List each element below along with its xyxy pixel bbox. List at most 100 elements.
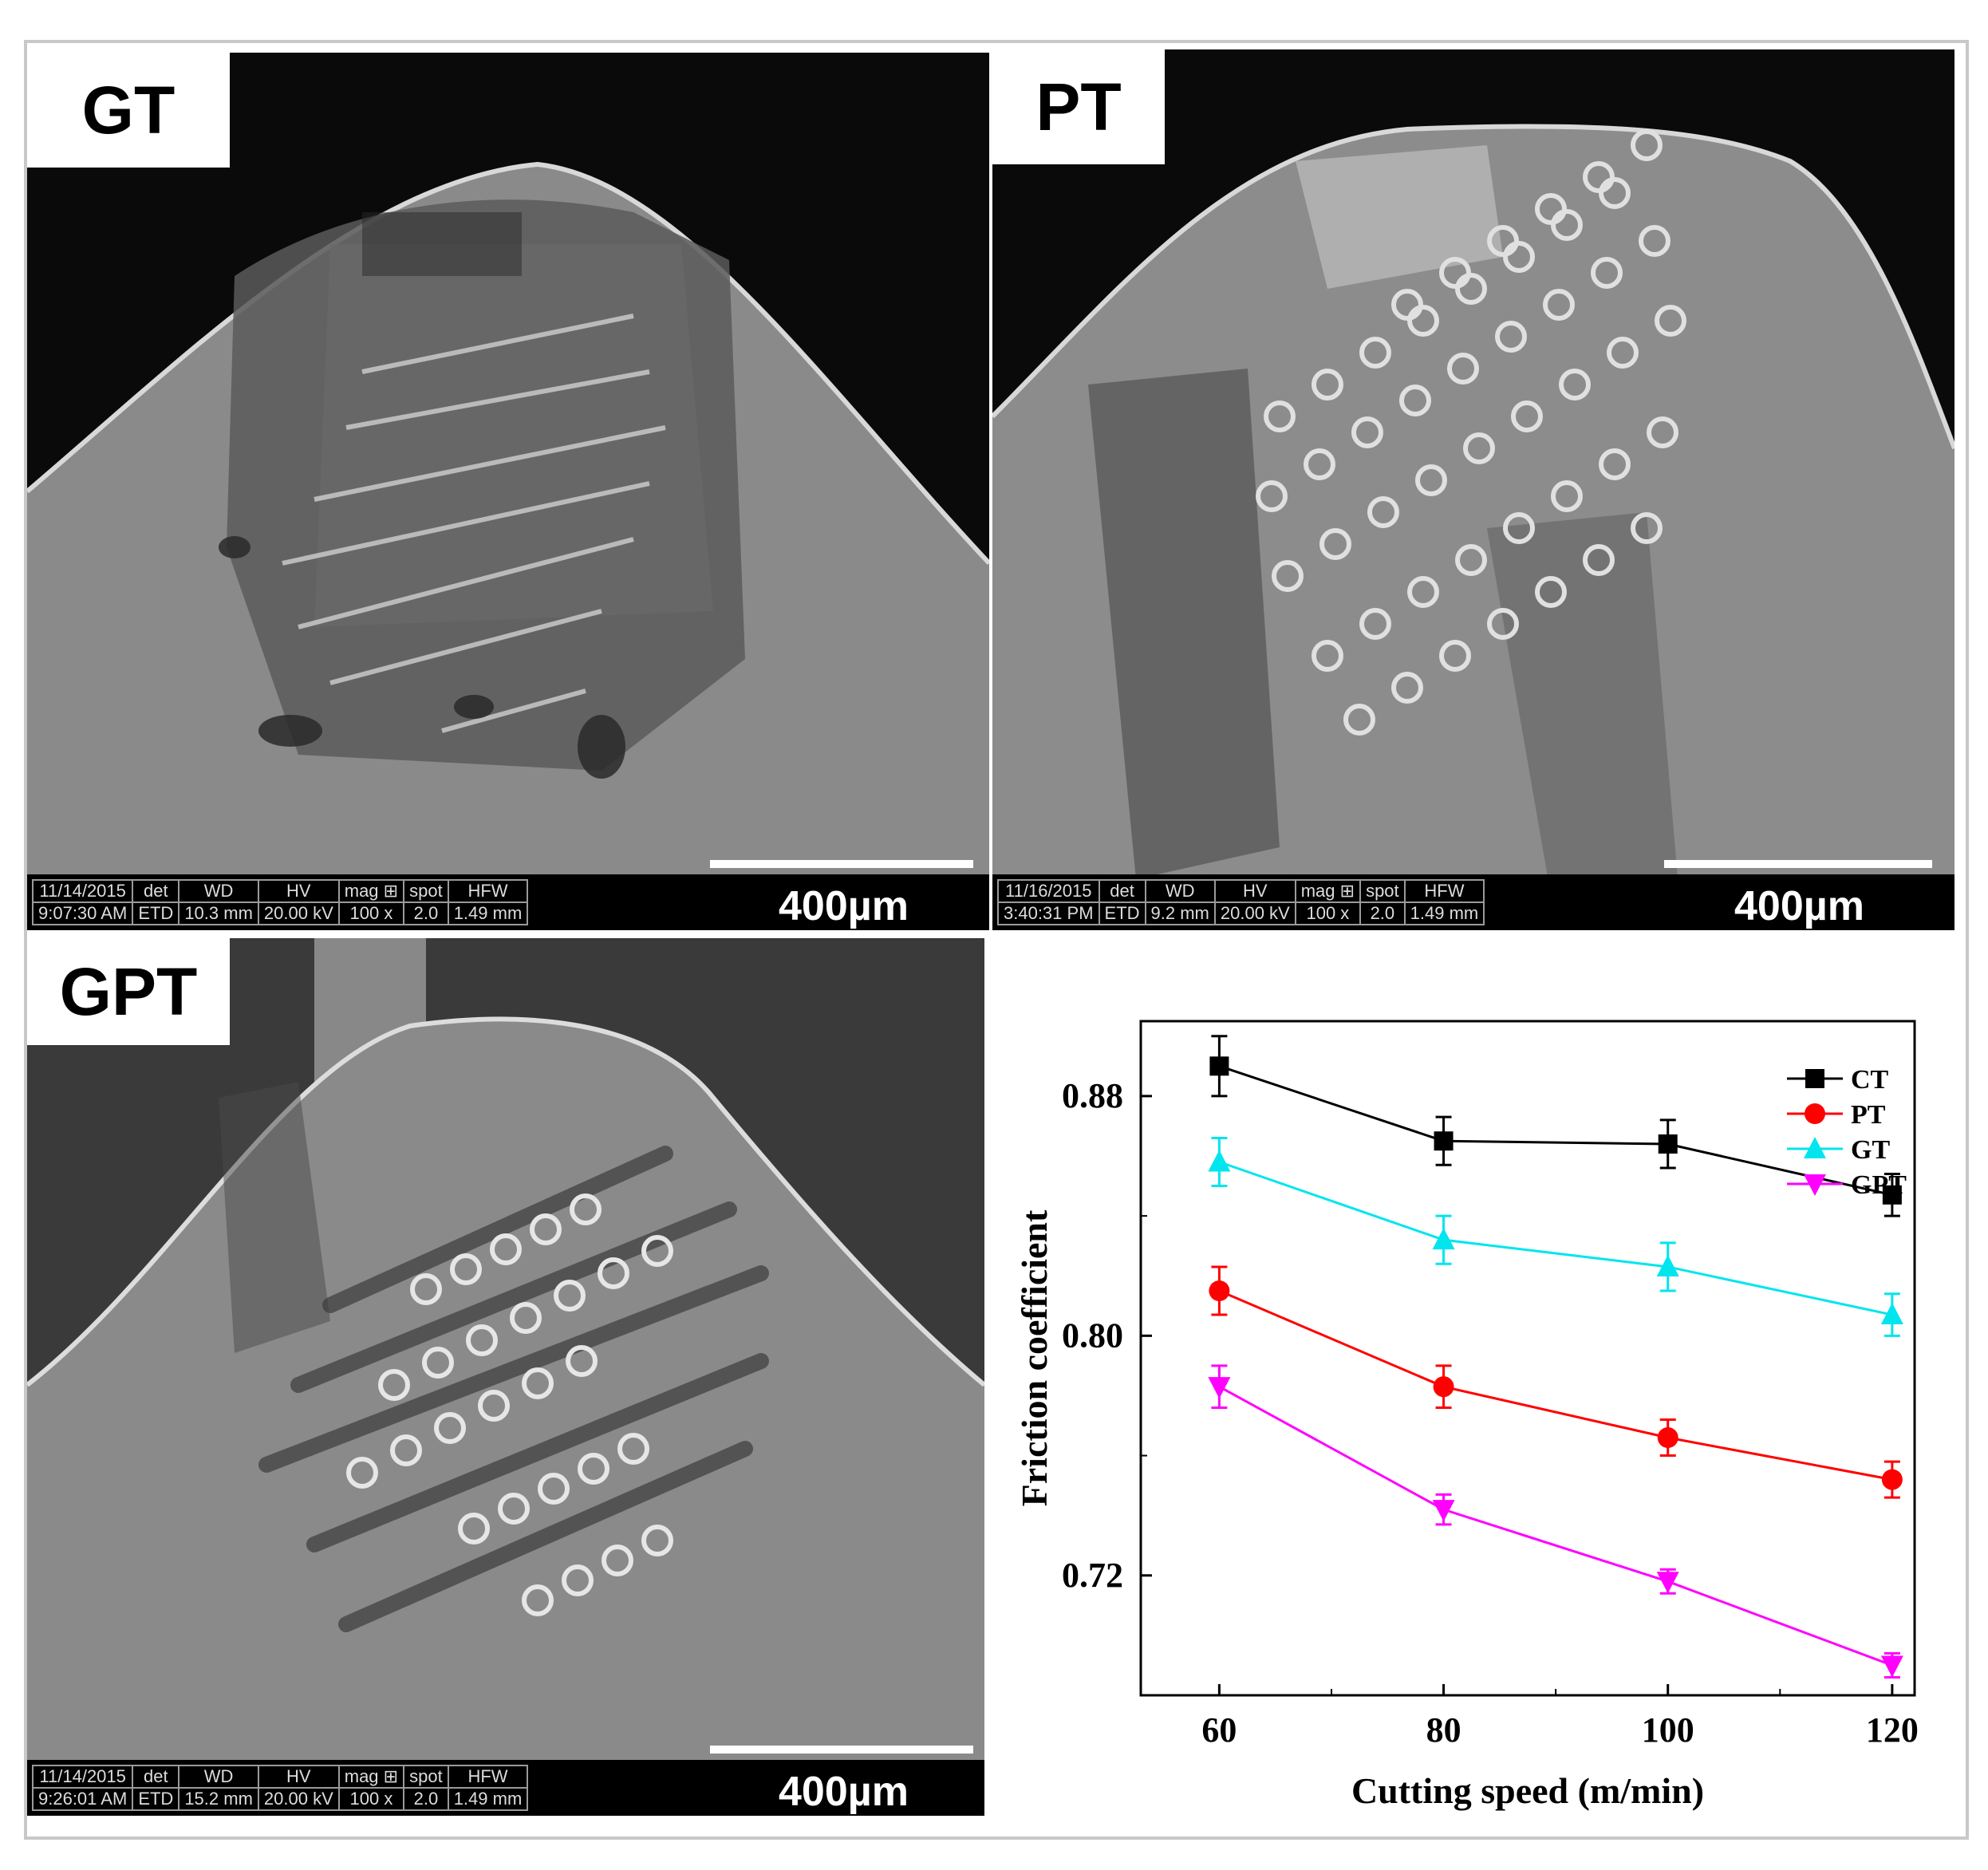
sem-image-pt [992,49,1954,930]
texture-dimple [598,1257,629,1289]
databar-spot-header: spot [403,1765,449,1789]
texture-dimple [641,1235,673,1267]
panel-label-gpt: GPT [27,938,230,1045]
scale-bar-label-gt: 400µm [779,883,909,929]
databar-mag-header: mag ⊞ [1294,879,1362,903]
scale-bar-gt [710,860,973,868]
databar-hfw-header: HFW [1403,879,1485,903]
sem-panel-gt: GT 11/14/2015 det WD HV mag ⊞ spot HFW 9… [27,53,989,930]
x-tick-label: 80 [1426,1710,1461,1750]
series-line [1218,1064,1893,1197]
x-tick-label: 120 [1866,1710,1919,1750]
texture-dimple [570,1193,602,1225]
texture-dimple [578,1453,609,1485]
texture-dimple [1495,321,1527,353]
scale-bar-gpt [710,1746,973,1754]
sem-image-gt [27,53,989,930]
texture-dimple [498,1493,530,1525]
texture-dimple [490,1233,522,1265]
sem-databar-gpt: 11/14/2015 det WD HV mag ⊞ spot HFW 9:26… [27,1760,984,1816]
sem-databar-pt: 11/16/2015 det WD HV mag ⊞ spot HFW 3:40… [992,874,1954,930]
data-point [1658,1134,1678,1154]
databar-time: 9:26:01 AM [31,1787,134,1811]
data-point [1656,1572,1679,1594]
texture-dimple [1487,225,1519,257]
texture-dimple [378,1369,410,1401]
x-axis-label: Cutting speed (m/min) [1351,1770,1704,1811]
data-point [1881,1469,1903,1490]
texture-dimple [1559,369,1591,400]
texture-dimple [1463,432,1495,464]
data-point [1433,1376,1454,1398]
texture-dimple [1407,576,1439,608]
sem-image-gpt [27,938,984,1816]
databar-hfw: 1.49 mm [447,901,529,925]
databar-det: ETD [1098,901,1146,925]
texture-dimple [1359,608,1391,640]
databar-wd: 10.3 mm [178,901,259,925]
data-point [1209,1280,1230,1301]
series-line [1218,1385,1893,1667]
texture-dimple [1351,416,1383,448]
databar-wd-header: WD [1144,879,1216,903]
texture-dimple [1312,640,1343,672]
texture-dimple [1407,305,1439,337]
texture-dimple [1399,385,1431,416]
texture-dimple [1535,193,1567,225]
texture-dimple [1631,512,1663,544]
texture-dimple [554,1280,586,1312]
databar-det: ETD [132,1787,180,1811]
texture-dimple [530,1213,562,1245]
texture-dimple [1455,544,1487,576]
data-point [1880,1303,1903,1325]
texture-dimple [390,1434,422,1466]
texture-dimple [1631,129,1663,161]
databar-mag: 100 x [337,901,405,925]
data-point [1434,1131,1454,1151]
texture-dimple [1319,528,1351,560]
databar-mag: 100 x [1294,901,1362,925]
legend-marker [1804,1137,1826,1158]
databar-hv: 20.00 kV [257,901,340,925]
texture-dimple [458,1513,490,1545]
plot-frame [1139,1020,1916,1697]
texture-dimple [1655,305,1686,337]
sem-panel-gpt: GPT 11/14/2015 det WD HV mag ⊞ spot HFW … [27,938,984,1816]
texture-dimple [1551,480,1583,512]
texture-dimple [538,1473,570,1505]
series-pt [1209,1265,1903,1499]
texture-dimple [1304,448,1335,480]
texture-dimple [1272,560,1304,592]
texture-dimple [410,1273,442,1305]
texture-dimple [1503,241,1535,273]
databar-hv-header: HV [1213,879,1296,903]
series-line [1218,1161,1893,1316]
texture-dimple [1583,161,1615,193]
data-point [1209,1056,1229,1076]
series-line [1218,1289,1893,1481]
databar-det-header: det [132,879,180,903]
scale-bar-label-pt: 400µm [1734,883,1864,929]
texture-dimple [1439,257,1471,289]
texture-dimple [478,1390,510,1422]
texture-dimple [522,1584,554,1616]
texture-dimple [1359,337,1391,369]
chart-svg: 60 80 100 120 0.72 0.80 0.88 Cutting speed (m/m… [1014,1020,1919,1811]
texture-dimple [1639,225,1670,257]
y-axis-label: Friction coefficient [1014,1209,1055,1506]
friction-coefficient-chart: 60 80 100 120 0.72 0.80 0.88 Cutting speed (m/m… [989,957,1939,1827]
legend-marker [1804,1174,1826,1196]
sem-databar-gt: 11/14/2015 det WD HV mag ⊞ spot HFW 9:07… [27,874,989,930]
databar-wd-header: WD [178,1765,259,1789]
texture-dimple [1599,448,1631,480]
texture-dimple [1591,257,1623,289]
texture-dimple [1415,464,1447,496]
texture-dimple [1535,576,1567,608]
texture-dimple [346,1457,378,1489]
texture-dimple [466,1324,498,1356]
databar-wd-header: WD [178,879,259,903]
x-tick-label: 60 [1201,1710,1237,1750]
databar-time: 3:40:31 PM [997,901,1100,925]
texture-dimple [1312,369,1343,400]
texture-dimple [566,1345,598,1377]
